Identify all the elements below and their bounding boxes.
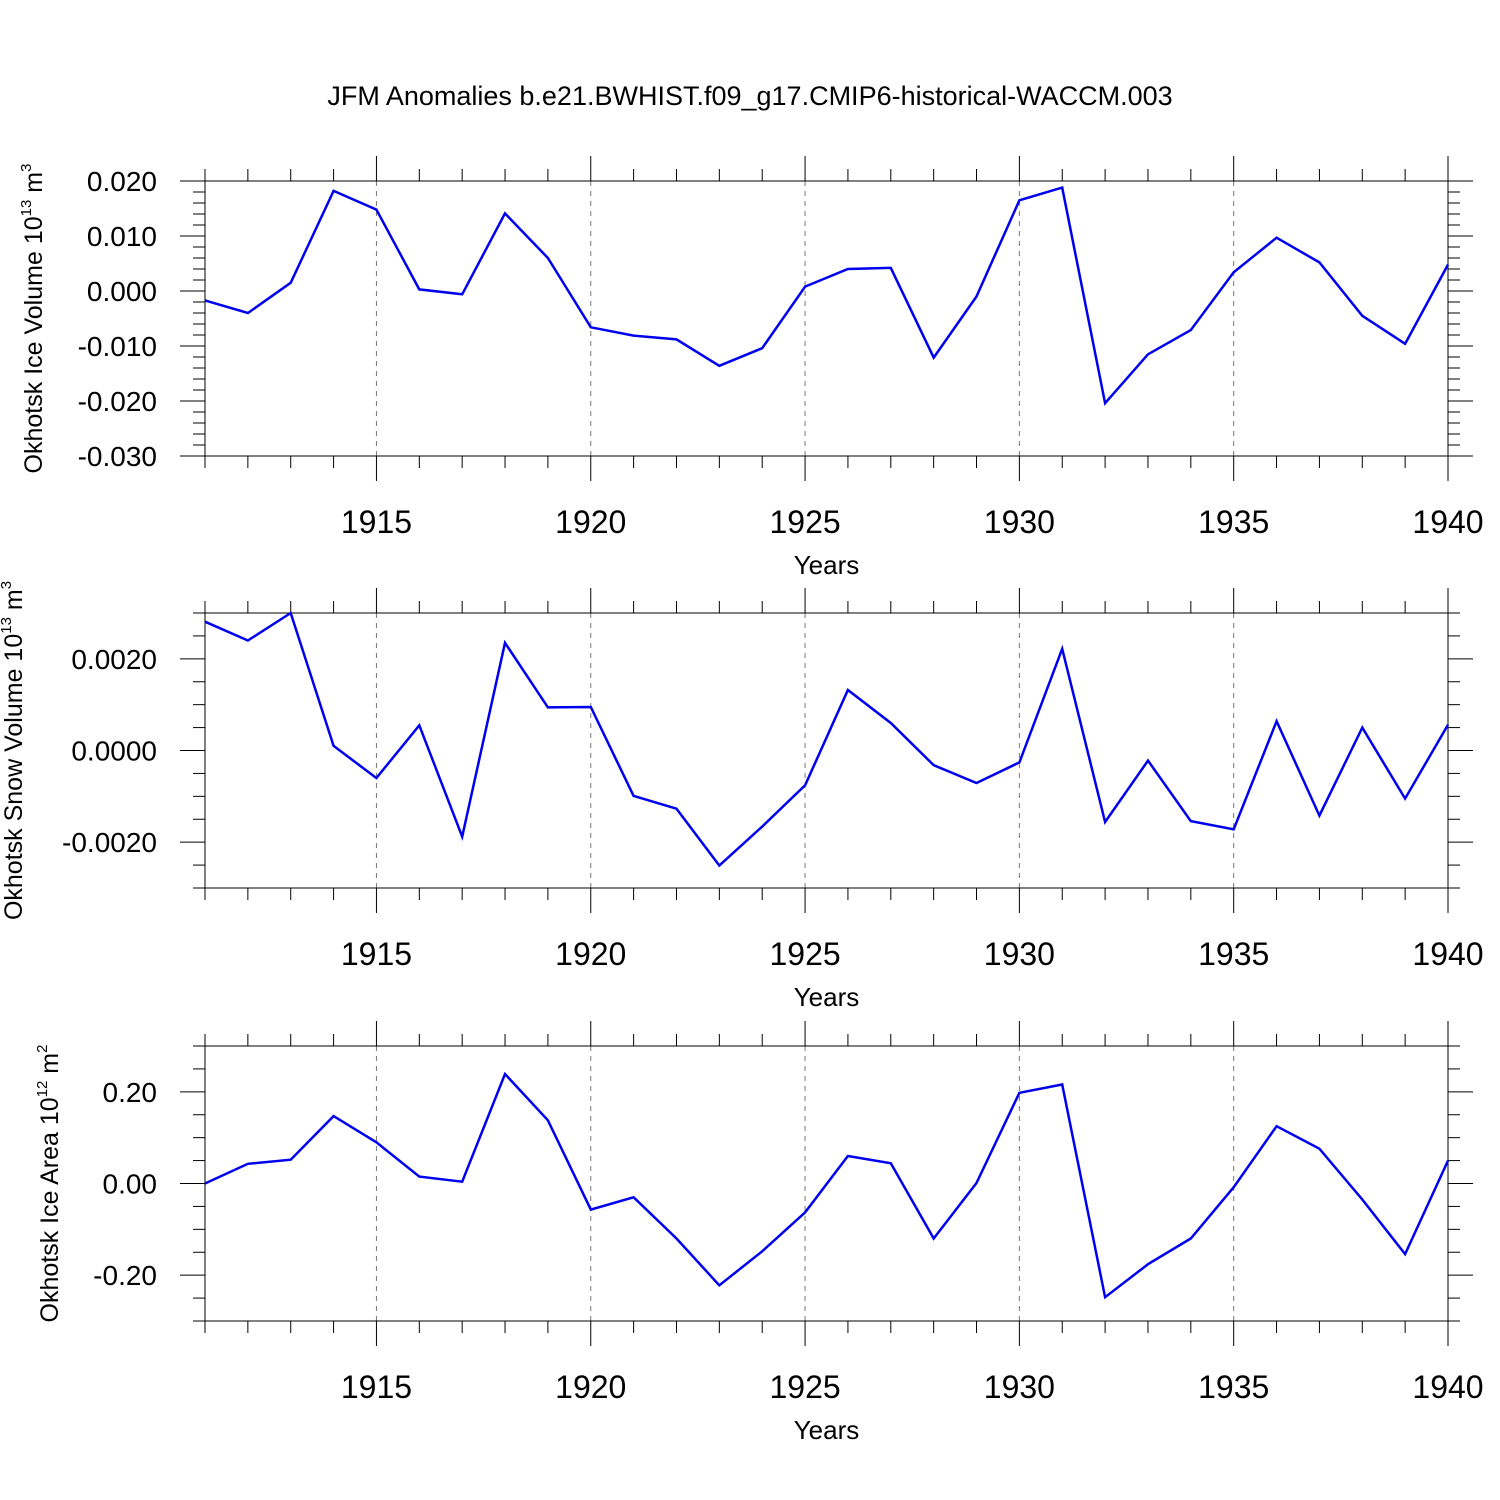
y-tick-label: -0.20 — [93, 1260, 157, 1291]
y-axis-label-text: m — [20, 172, 48, 200]
x-tick-label: 1920 — [555, 936, 626, 972]
panel-2: 0.0020 0.0000 -0.0020 1915 1920 1925 1930 1935 1… — [0, 581, 1484, 1012]
x-tick-label: 1935 — [1198, 936, 1269, 972]
data-series-line — [204, 611, 1450, 868]
x-tick-label: 1940 — [1412, 504, 1483, 540]
x-tick-label: 1925 — [769, 504, 840, 540]
panel-3: 0.20 0.00 -0.20 1915 1920 1925 1930 1935 1940 Yea… — [34, 1021, 1484, 1445]
panel-1: 0.020 0.010 0.000 -0.010 -0.020 -0.030 1915 192… — [18, 156, 1484, 580]
y-axis-label: Okhotsk Ice Area 1012 m2 — [34, 1045, 64, 1323]
x-tick-label: 1925 — [769, 1369, 840, 1405]
x-axis-label: Years — [794, 550, 860, 580]
y-tick-label: -0.020 — [78, 386, 157, 417]
x-tick-label: 1925 — [769, 936, 840, 972]
x-axis-label: Years — [794, 1415, 860, 1445]
y-tick-label: -0.030 — [78, 441, 157, 472]
y-axis-label-superscript: 13 — [18, 200, 35, 217]
y-axis-label-text: Okhotsk Snow Volume 10 — [0, 634, 28, 920]
y-tick-label: 0.00 — [103, 1169, 158, 1200]
y-axis-label-superscript: 13 — [0, 617, 15, 634]
x-axis-label: Years — [794, 982, 860, 1012]
x-tick-label: 1915 — [341, 504, 412, 540]
figure-title: JFM Anomalies b.e21.BWHIST.f09_g17.CMIP6… — [327, 81, 1172, 111]
x-tick-label: 1920 — [555, 1369, 626, 1405]
x-tick-label: 1940 — [1412, 1369, 1483, 1405]
y-tick-label: 0.0020 — [71, 644, 157, 675]
y-axis-label-superscript: 12 — [34, 1081, 51, 1098]
y-axis-label-superscript: 3 — [18, 164, 35, 172]
y-axis-label: Okhotsk Ice Volume 1013 m3 — [18, 164, 48, 474]
y-tick-label: 0.20 — [103, 1077, 158, 1108]
x-tick-label: 1940 — [1412, 936, 1483, 972]
y-tick-label: -0.0020 — [62, 827, 157, 858]
y-axis-label-superscript: 3 — [0, 581, 15, 589]
x-tick-label: 1930 — [984, 1369, 1055, 1405]
data-series-line — [204, 1071, 1450, 1300]
y-axis-label: Okhotsk Snow Volume 1013 m3 — [0, 581, 28, 920]
y-tick-label: -0.010 — [78, 331, 157, 362]
y-tick-label: 0.0000 — [71, 736, 157, 767]
y-tick-label: 0.020 — [87, 166, 157, 197]
y-axis-label-text: Okhotsk Ice Area 10 — [36, 1097, 64, 1322]
y-axis-label-text: m — [0, 589, 28, 617]
y-axis-label-text: Okhotsk Ice Volume 10 — [20, 216, 48, 473]
plot-frame — [204, 612, 1449, 889]
panels: 0.020 0.010 0.000 -0.010 -0.020 -0.030 1915 192… — [0, 156, 1484, 1445]
data-series-line — [204, 186, 1450, 406]
y-axis-label-superscript: 2 — [34, 1045, 51, 1053]
x-tick-label: 1915 — [341, 936, 412, 972]
x-tick-label: 1915 — [341, 1369, 412, 1405]
y-axis-label-text: m — [36, 1053, 64, 1081]
x-tick-label: 1935 — [1198, 1369, 1269, 1405]
x-tick-label: 1920 — [555, 504, 626, 540]
y-tick-label: 0.000 — [87, 276, 157, 307]
y-tick-label: 0.010 — [87, 221, 157, 252]
x-tick-label: 1935 — [1198, 504, 1269, 540]
x-tick-label: 1930 — [984, 504, 1055, 540]
x-tick-label: 1930 — [984, 936, 1055, 972]
plot-frame — [204, 180, 1449, 457]
